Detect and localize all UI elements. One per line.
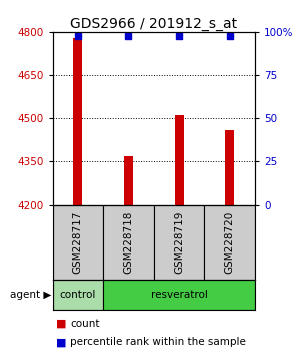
Bar [154, 205, 204, 280]
Point [126, 33, 131, 39]
Text: agent ▶: agent ▶ [10, 290, 52, 300]
Text: percentile rank within the sample: percentile rank within the sample [70, 337, 246, 347]
Bar [103, 205, 154, 280]
Text: ■: ■ [56, 319, 66, 329]
Text: control: control [60, 290, 96, 300]
Text: ■: ■ [56, 337, 66, 347]
Text: count: count [70, 319, 100, 329]
Bar [73, 38, 83, 205]
Point [177, 33, 182, 39]
Text: resveratrol: resveratrol [151, 290, 208, 300]
Text: GSM228719: GSM228719 [174, 211, 184, 274]
Bar [225, 130, 234, 205]
Bar [204, 205, 255, 280]
Bar [103, 280, 255, 310]
Text: GSM228717: GSM228717 [73, 211, 83, 274]
Bar [52, 205, 103, 280]
Point [75, 33, 80, 39]
Bar [124, 156, 133, 205]
Title: GDS2966 / 201912_s_at: GDS2966 / 201912_s_at [70, 17, 237, 31]
Point [227, 33, 232, 39]
Bar [175, 115, 184, 205]
Text: GSM228718: GSM228718 [123, 211, 134, 274]
Bar [52, 280, 103, 310]
Text: GSM228720: GSM228720 [225, 211, 235, 274]
